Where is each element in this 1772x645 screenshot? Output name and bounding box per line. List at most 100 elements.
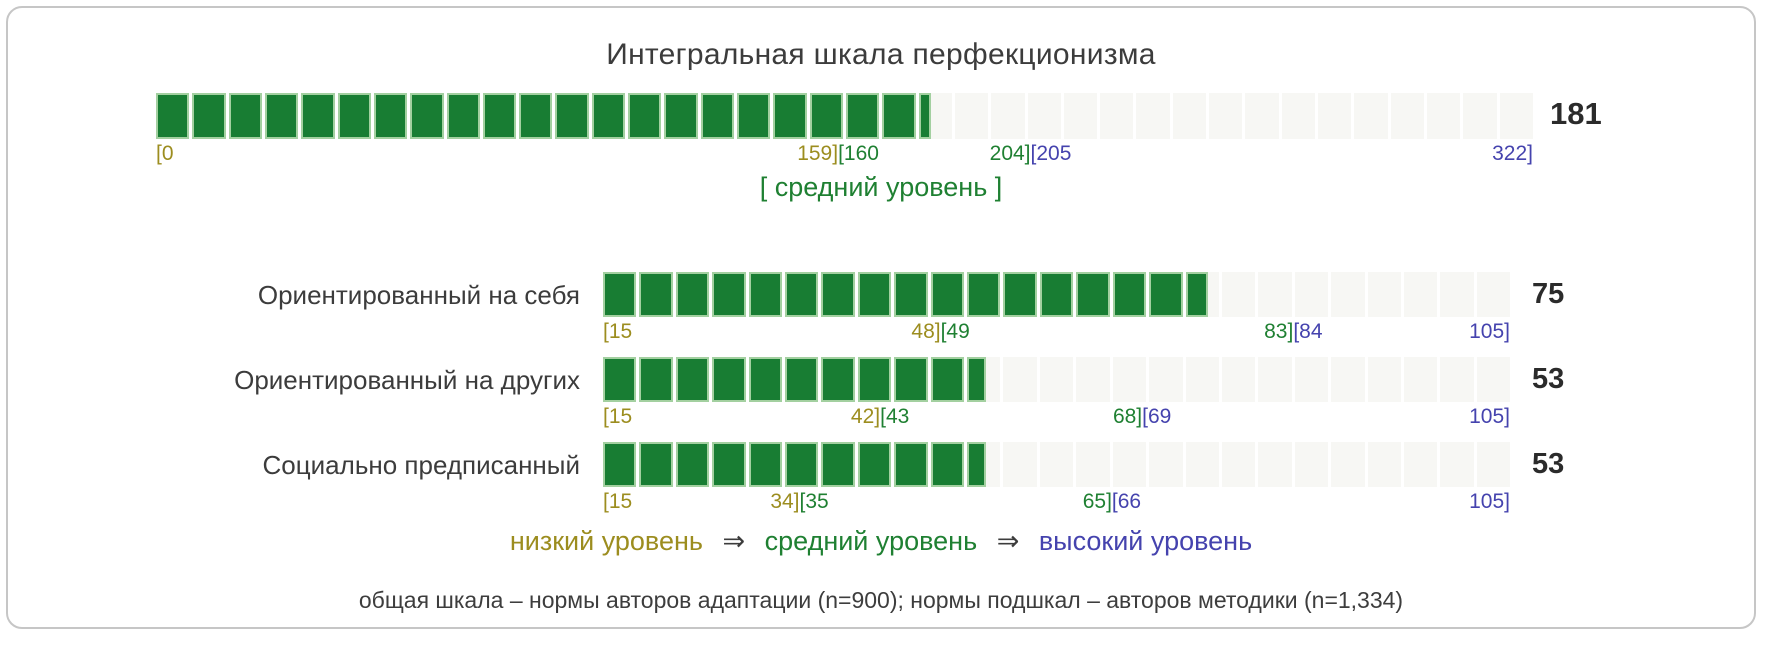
bar-cell [1476,357,1511,402]
bar-cell [918,93,952,139]
bar-cell [712,442,746,487]
bar-cell [1003,272,1037,317]
bar-cell-fill [675,357,710,402]
scale-mark: 65] [1082,490,1112,513]
bar-cell [1440,272,1474,317]
result-card: Интегральная шкала перфекционизма 181 [0… [6,6,1756,629]
bar-cell [1221,442,1256,487]
scale-boundary: 34][35 [770,490,828,514]
bar-cell [1136,93,1170,139]
bar-cell-fill [675,442,710,487]
bar-cell [156,93,190,139]
subscale-bar-self [603,272,1511,317]
bar-cell-fill [712,272,746,317]
bar-cell [519,93,553,139]
bar-cell [675,272,710,317]
bar-cell [967,442,1001,487]
bar-cell-fill [446,93,480,139]
bar-cell [954,93,989,139]
bar-cell-fill [555,93,589,139]
bar-cell-fill [1039,272,1074,317]
bar-cell [639,357,673,402]
bar-cell [1440,442,1474,487]
bar-cell [1294,272,1329,317]
bar-cell [1390,93,1424,139]
bar-cell [628,93,662,139]
scale-mark: [49 [940,320,970,343]
scale-mark: [15 [603,320,633,343]
bar-cell [712,357,746,402]
bar-cell [1294,442,1329,487]
subscale-label-others: Ориентированный на других [234,365,580,395]
bar-cell-fill [337,93,371,139]
subscale-marks-social: [15 34][35 65][66 105] [603,490,1510,514]
bar-cell-fill [857,442,892,487]
overall-value: 181 [1550,96,1602,131]
scale-mark: [69 [1142,405,1172,428]
bar-cell [1367,357,1401,402]
bar-cell [1258,357,1292,402]
bar-cell [821,272,855,317]
bar-cell-fill [930,442,965,487]
subscale-value-self: 75 [1532,278,1565,310]
scale-mark: 48] [911,320,941,343]
bar-cell [700,93,734,139]
bar-cell-fill [639,442,673,487]
scale-mark: 105] [1469,405,1510,428]
bar-cell [301,93,335,139]
bar-cell-fill [785,272,819,317]
bar-cell-fill [1076,272,1110,317]
bar-cell [639,442,673,487]
bar-cell [894,442,928,487]
norms-footnote: общая шкала – нормы авторов адаптации (n… [358,587,1404,613]
subscale-label-social: Социально предписанный [262,450,580,480]
scale-mark: [66 [1111,490,1142,513]
bar-cell [857,442,892,487]
bar-cell-fill [857,357,892,402]
bar-cell-fill [1112,272,1147,317]
bar-cell-fill [809,93,843,139]
bar-cell [1112,442,1147,487]
scale-mark: 105] [1469,490,1510,513]
bar-cell [675,357,710,402]
bar-cell [894,272,928,317]
bar-cell [1426,93,1461,139]
scale-boundary: 48][49 [911,320,969,344]
bar-cell [748,357,783,402]
scale-mark: 68] [1112,405,1143,428]
bar-cell-fill [675,272,710,317]
bar-cell-fill [918,93,931,139]
bar-cell [894,357,928,402]
bar-cell-fill [410,93,444,139]
bar-cell [1331,357,1365,402]
bar-cell [857,272,892,317]
bar-cell [482,93,517,139]
legend-arrow-icon: ⇒ [996,526,1020,556]
bar-cell-fill [603,272,637,317]
subscale-marks-self: [15 48][49 83][84 105] [603,320,1510,344]
scale-mark: 159] [797,142,839,165]
bar-cell [1149,272,1183,317]
bar-cell-fill [156,93,190,139]
legend-arrow-icon: ⇒ [722,526,746,556]
bar-cell [967,272,1001,317]
bar-cell-fill [373,93,408,139]
bar-cell [809,93,843,139]
bar-cell-fill [845,93,880,139]
bar-cell-fill [785,357,819,402]
bar-cell-fill [628,93,662,139]
bar-cell-fill [664,93,698,139]
scale-boundary: 65][66 [1083,490,1141,514]
bar-cell [1185,442,1219,487]
bar-cell [591,93,626,139]
bar-cell-fill [192,93,226,139]
scale-mark: [0 [156,142,174,165]
bar-cell [785,357,819,402]
scale-mark: 42] [850,405,881,428]
bar-cell [1172,93,1207,139]
bar-cell [1403,442,1438,487]
bar-cell [192,93,226,139]
bar-cell [1149,442,1183,487]
bar-cell [748,442,783,487]
bar-cell [1076,442,1110,487]
